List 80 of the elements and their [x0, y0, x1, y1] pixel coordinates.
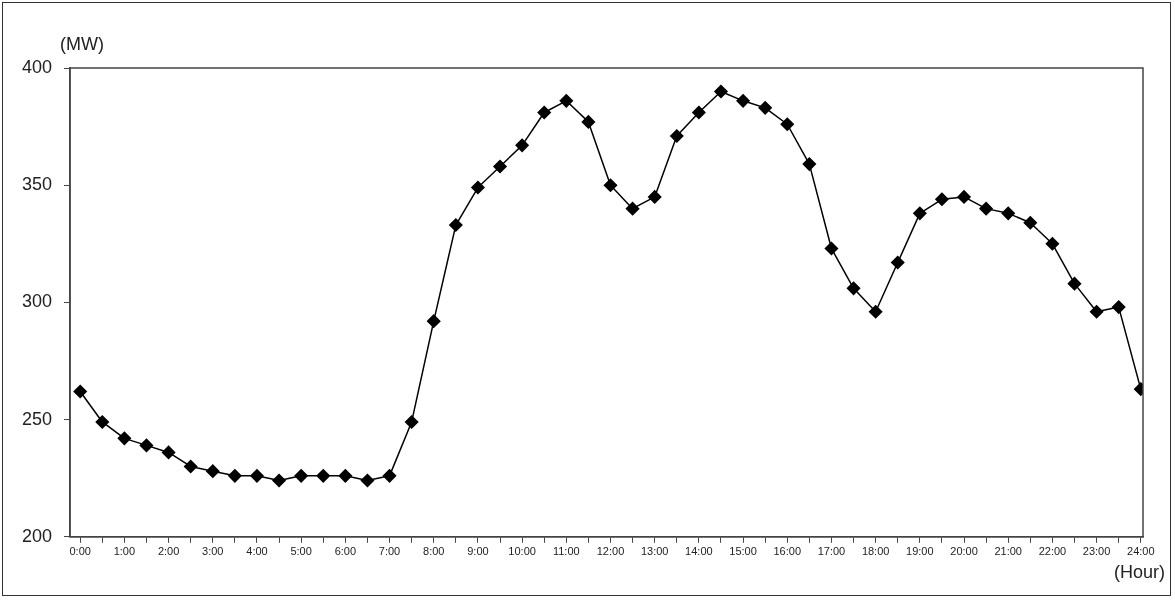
- point: [316, 469, 330, 483]
- y-tick-label: 200: [21, 525, 53, 546]
- x-tick-label: 3:00: [202, 545, 224, 558]
- point: [670, 129, 684, 143]
- x-tick-label: 16:00: [773, 545, 802, 558]
- x-tick-label: 2:00: [157, 545, 180, 558]
- x-tick-label: 11:00: [552, 545, 580, 558]
- point: [603, 178, 618, 192]
- point: [493, 159, 507, 174]
- point: [95, 415, 110, 429]
- point: [382, 469, 397, 483]
- point: [272, 473, 286, 488]
- point: [802, 157, 817, 171]
- point: [73, 384, 87, 399]
- x-tick-label: 23:00: [1082, 545, 1111, 558]
- point: [404, 415, 419, 429]
- point: [1001, 206, 1015, 221]
- point: [957, 190, 971, 204]
- point: [647, 190, 662, 204]
- point: [1023, 215, 1038, 230]
- point: [515, 138, 529, 153]
- point: [780, 117, 795, 132]
- point: [360, 473, 375, 488]
- x-tick-label: 20:00: [950, 545, 978, 558]
- x-tick-label: 17:00: [817, 545, 846, 558]
- y-tick-label: 350: [21, 174, 53, 195]
- y-tick-label: 400: [21, 56, 53, 77]
- point: [935, 192, 949, 207]
- point: [625, 201, 640, 216]
- point: [979, 201, 993, 216]
- point: [426, 314, 441, 328]
- x-tick-label: 9:00: [467, 545, 489, 558]
- x-tick-label: 22:00: [1038, 545, 1067, 558]
- x-tick-label: 24:00: [1127, 545, 1155, 558]
- point: [846, 281, 861, 296]
- y-axis-title: (MW): [60, 33, 104, 54]
- point: [868, 305, 883, 319]
- point: [913, 206, 927, 221]
- x-tick-label: 8:00: [423, 545, 445, 558]
- x-axis-title: (Hour): [1113, 561, 1165, 582]
- point: [206, 464, 220, 478]
- point: [736, 94, 750, 108]
- x-tick-label: 18:00: [861, 545, 890, 558]
- point: [294, 469, 308, 483]
- point: [250, 469, 264, 483]
- y-tick-label: 300: [21, 291, 53, 312]
- y-tick-label: 250: [21, 408, 53, 429]
- x-tick-label: 5:00: [290, 545, 312, 558]
- x-tick-label: 7:00: [378, 545, 401, 558]
- point: [338, 469, 353, 483]
- point: [228, 469, 242, 483]
- point: [758, 101, 772, 115]
- x-tick-label: 19:00: [906, 545, 934, 558]
- point: [824, 241, 839, 256]
- x-tick-label: 0:00: [69, 545, 91, 558]
- x-tick-label: 13:00: [640, 545, 669, 558]
- point: [1045, 237, 1060, 251]
- point: [1067, 276, 1082, 291]
- x-tick-label: 10:00: [508, 545, 536, 558]
- x-tick-label: 15:00: [729, 545, 757, 558]
- point: [449, 218, 463, 232]
- x-tick-label: 14:00: [685, 545, 713, 558]
- point: [537, 105, 551, 120]
- point: [890, 255, 905, 270]
- x-tick-label: 6:00: [334, 545, 357, 558]
- point: [139, 438, 154, 453]
- point: [581, 115, 596, 129]
- point: [714, 84, 728, 99]
- point: [692, 105, 706, 120]
- x-tick-label: 1:00: [113, 545, 136, 558]
- point: [183, 459, 198, 474]
- point: [559, 94, 574, 108]
- point: [117, 431, 132, 446]
- point: [1111, 300, 1126, 314]
- x-tick-label: 21:00: [994, 545, 1022, 558]
- point: [471, 180, 485, 195]
- point: [161, 445, 176, 460]
- x-tick-label: 4:00: [246, 545, 268, 558]
- point: [1089, 305, 1104, 319]
- x-tick-label: 12:00: [596, 545, 625, 558]
